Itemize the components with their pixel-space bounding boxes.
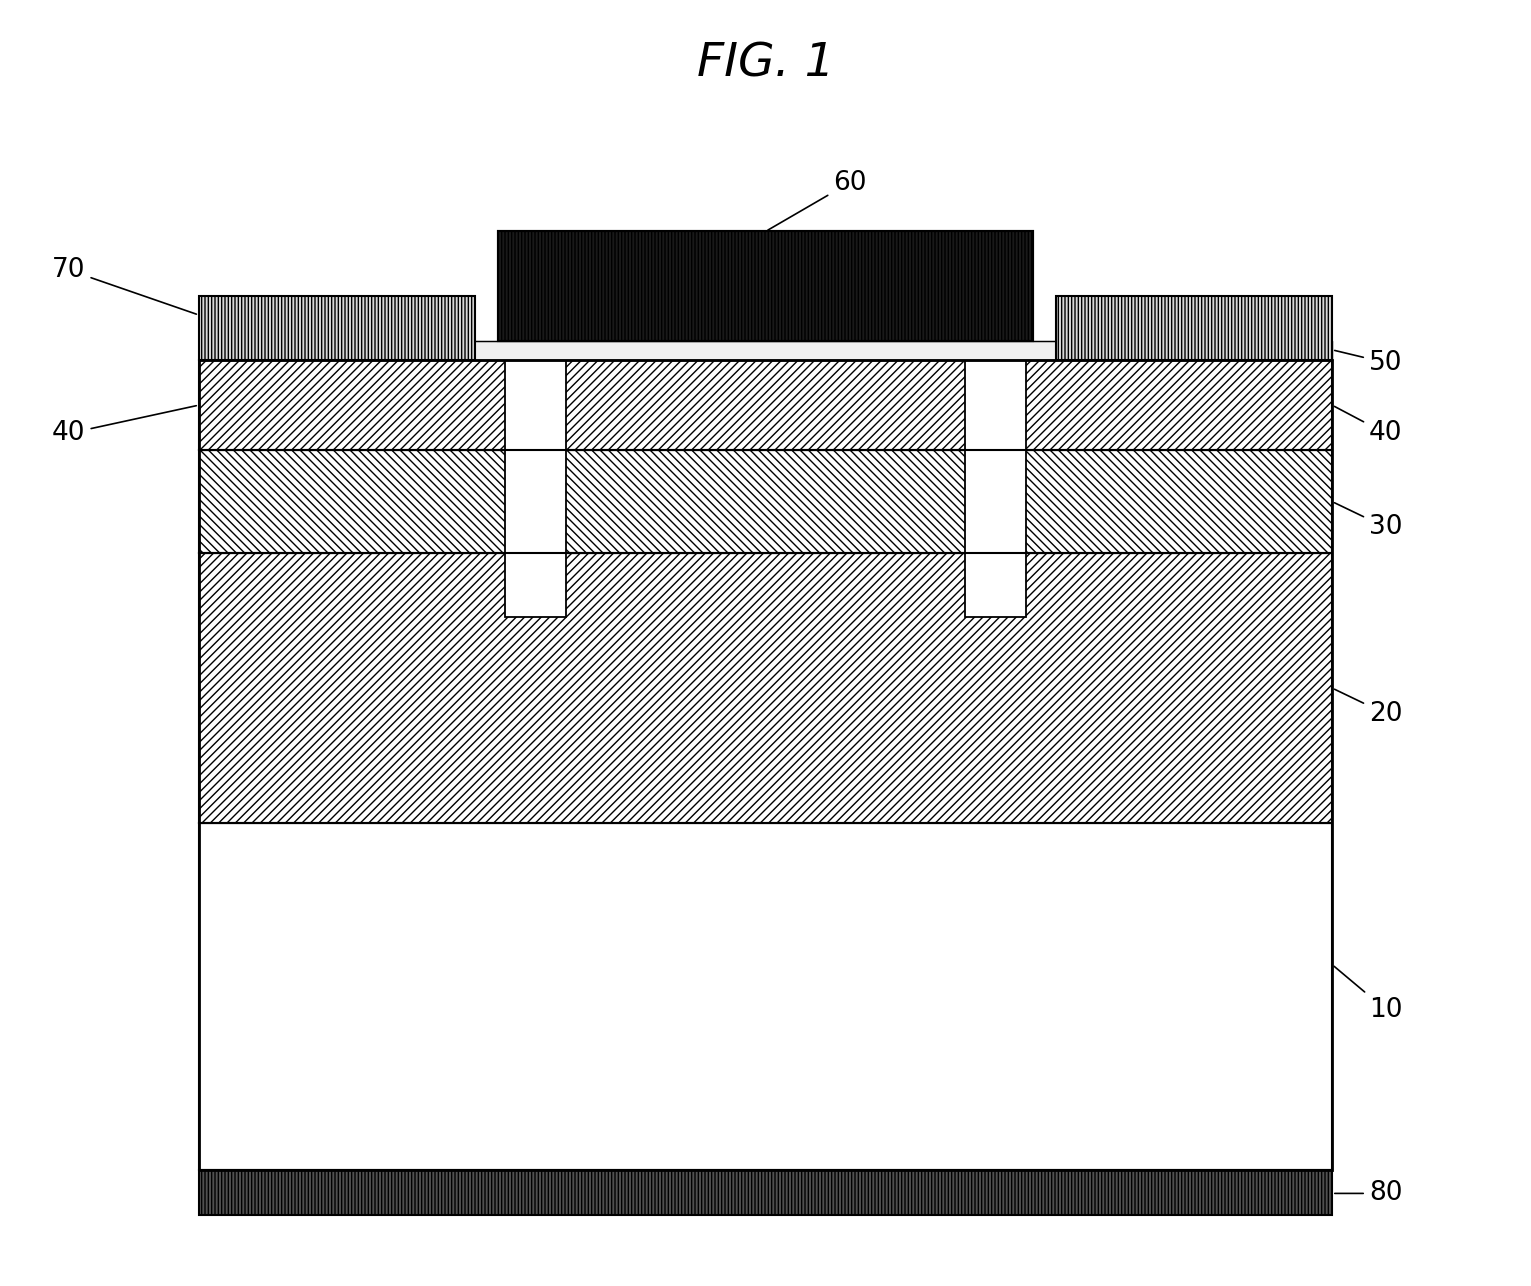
Text: 40: 40 <box>1335 406 1402 446</box>
Text: 20: 20 <box>1335 689 1402 727</box>
Text: 70: 70 <box>52 257 196 314</box>
Text: 10: 10 <box>1334 966 1402 1022</box>
Text: 80: 80 <box>1335 1181 1402 1206</box>
Text: 30: 30 <box>1335 503 1402 540</box>
Bar <box>199 823 1332 1170</box>
Bar <box>199 296 475 360</box>
Bar <box>199 341 1332 360</box>
Bar <box>1056 296 1332 360</box>
Bar <box>199 360 1332 1170</box>
Bar <box>199 450 1332 553</box>
Bar <box>1056 296 1332 360</box>
Bar <box>199 296 475 360</box>
Text: 40: 40 <box>52 405 196 446</box>
Bar <box>199 1170 1332 1215</box>
Text: 50: 50 <box>1335 350 1402 376</box>
Bar <box>498 231 1033 341</box>
Bar <box>199 1170 1332 1215</box>
Bar <box>965 360 1026 617</box>
Bar <box>199 553 1332 823</box>
Text: FIG. 1: FIG. 1 <box>697 42 834 86</box>
Bar <box>505 360 566 617</box>
Bar <box>498 231 1033 341</box>
Bar <box>199 360 1332 450</box>
Text: 60: 60 <box>769 170 867 230</box>
